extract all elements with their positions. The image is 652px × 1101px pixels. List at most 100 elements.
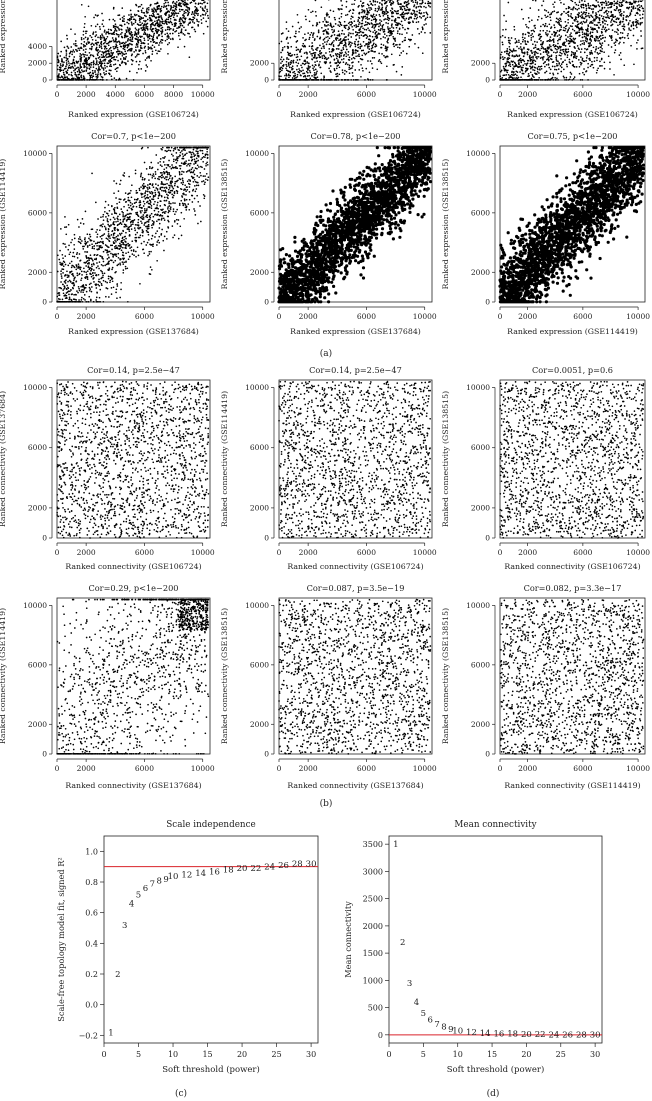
y-tick-label: 2000 — [250, 268, 269, 277]
y-tick-label: 0 — [485, 76, 490, 85]
y-tick-label: 2000 — [250, 503, 269, 512]
panel-title: Cor=0.14, p=2.5e−47 — [309, 365, 402, 375]
y-tick-label: 2000 — [28, 720, 47, 729]
point-cloud — [278, 380, 431, 539]
y-tick-label: 2000 — [471, 59, 490, 68]
point-cloud — [56, 0, 210, 81]
data-point-label: 14 — [195, 869, 206, 879]
y-axis-label: Ranked connectivity (GSE114419) — [220, 391, 229, 527]
data-point-label: 12 — [181, 870, 192, 880]
data-point-label: 26 — [278, 861, 289, 871]
data-point — [143, 28, 146, 31]
plot-frame — [278, 597, 433, 755]
data-point — [582, 28, 584, 31]
data-point-label: 4 — [129, 899, 134, 909]
x-tick-label: 0 — [498, 548, 503, 557]
x-tick-label: 0 — [277, 764, 282, 773]
x-tick-label: 15 — [202, 1050, 212, 1059]
x-tick-label: 6000 — [357, 90, 376, 99]
plot-frame — [56, 379, 211, 539]
data-point — [85, 446, 87, 449]
x-tick-label: 6000 — [357, 548, 376, 557]
plot-frame — [388, 835, 603, 1044]
data-point-label: 14 — [480, 1029, 491, 1039]
x-tick-label: 8000 — [164, 90, 183, 99]
scatter-panel-2 — [492, 0, 646, 88]
data-point-label: 20 — [237, 864, 248, 874]
y-tick-label: 6000 — [28, 443, 47, 452]
data-point-label: 20 — [521, 1030, 532, 1040]
y-tick-label: 10000 — [245, 149, 269, 158]
plot-frame — [499, 145, 646, 303]
scatter-panel-6: Cor=0.14, p=2.5e−47 — [49, 365, 211, 546]
point-cloud — [278, 0, 432, 81]
data-point — [582, 723, 584, 726]
x-tick-label: 2000 — [518, 764, 537, 773]
x-tick-label: 4000 — [106, 90, 125, 99]
y-tick-label: 10000 — [245, 601, 269, 610]
x-tick-label: 10000 — [413, 312, 437, 321]
y-axis-label: Mean connectivity — [343, 901, 353, 978]
data-point-label: 2 — [115, 970, 120, 980]
x-tick-label: 0 — [277, 548, 282, 557]
data-point — [636, 151, 640, 156]
panel-title: Cor=0.78, p<1e−200 — [310, 131, 400, 141]
x-tick-label: 25 — [271, 1050, 281, 1059]
y-axis-label: Ranked connectivity (GSE138515) — [220, 608, 229, 744]
y-tick-label: 0 — [264, 76, 269, 85]
data-point — [306, 270, 310, 274]
plot-frame — [499, 597, 646, 755]
data-point-label: 18 — [507, 1030, 518, 1040]
y-tick-label: 0 — [42, 298, 47, 307]
x-tick-label: 15 — [487, 1050, 497, 1059]
x-tick-label: 2000 — [77, 764, 96, 773]
y-tick-label: 2000 — [28, 503, 47, 512]
y-tick-label: 2000 — [250, 720, 269, 729]
data-point — [307, 664, 309, 666]
y-tick-label: 6000 — [471, 208, 490, 217]
data-point — [526, 446, 529, 449]
x-tick-label: 0 — [55, 548, 60, 557]
scatter-panel-3: Cor=0.7, p<1e−200 — [49, 131, 211, 310]
x-tick-label: 10000 — [191, 90, 215, 99]
y-axis-label: Ranked connectivity (GSE138515) — [441, 608, 450, 744]
x-axis-label: Ranked connectivity (GSE106724) — [287, 562, 423, 571]
data-point-label: 9 — [163, 875, 168, 885]
data-point-label: 28 — [576, 1031, 587, 1041]
data-point — [201, 386, 204, 389]
x-tick-label: 0 — [498, 764, 503, 773]
x-tick-label: 0 — [386, 1050, 391, 1059]
data-point-label: 28 — [292, 860, 303, 870]
data-point — [85, 723, 87, 726]
data-point — [423, 151, 427, 156]
data-point — [143, 664, 146, 666]
y-tick-label: 0 — [42, 534, 47, 543]
x-tick-label: 0 — [55, 764, 60, 773]
data-point-label: 8 — [441, 1023, 446, 1033]
data-point-label: 30 — [590, 1031, 601, 1041]
data-point-label: 7 — [434, 1020, 439, 1030]
scatter-panel-11: Cor=0.082, p=3.3e−17 — [492, 583, 646, 762]
x-tick-label: 2000 — [299, 548, 318, 557]
x-tick-label: 2000 — [299, 312, 318, 321]
data-point — [637, 386, 639, 389]
y-axis-label: Ranked expression — [441, 0, 450, 74]
x-tick-label: 6000 — [135, 90, 154, 99]
panel-title: Scale independence — [166, 820, 255, 830]
y-tick-label: 1500 — [363, 949, 383, 958]
data-point — [114, 45, 117, 48]
data-point — [423, 386, 426, 389]
scatter-panel-5: Cor=0.75, p<1e−200 — [492, 131, 646, 310]
y-tick-label: 0.8 — [85, 878, 98, 887]
data-point — [201, 152, 204, 155]
point-cloud — [498, 146, 646, 304]
data-point-label: 1 — [393, 840, 398, 850]
data-point — [423, 604, 426, 607]
x-tick-label: 10 — [453, 1050, 463, 1059]
data-point-label: 22 — [250, 864, 261, 874]
point-cloud — [277, 146, 433, 304]
x-tick-label: 6000 — [573, 548, 592, 557]
x-tick-label: 10000 — [626, 90, 650, 99]
point-cloud — [499, 380, 645, 539]
